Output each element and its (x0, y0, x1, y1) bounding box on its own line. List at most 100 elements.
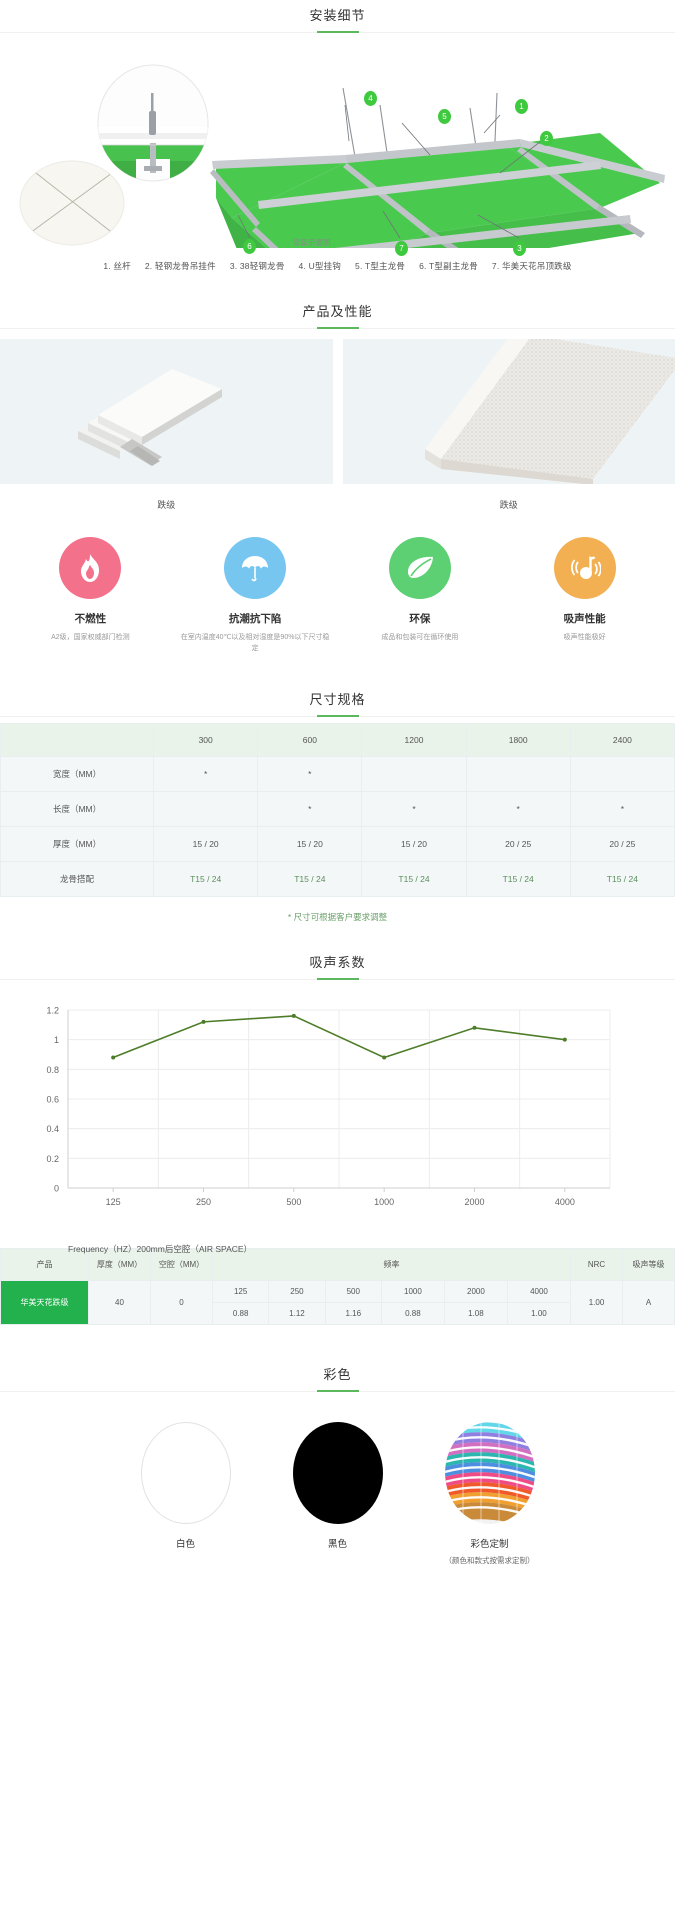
table-row: 厚度（MM） 15 / 20 15 / 20 15 / 20 20 / 25 2… (0, 826, 675, 862)
legend-item-7: 7. 华美天花吊顶跌级 (491, 261, 572, 271)
spec-cell: * (465, 791, 571, 827)
section-title-product: 产品及性能 (302, 304, 373, 319)
feature-sound-absorption: 吸声性能 吸声性能极好 (502, 537, 667, 654)
chart-xtick: 250 (196, 1197, 211, 1207)
spec-cell: T15 / 24 (465, 861, 571, 897)
chart-data-point (111, 1055, 116, 1060)
color-option-black[interactable]: 黑色 (283, 1422, 393, 1566)
legend-item-1: 1. 丝杆 (103, 261, 131, 271)
color-option-custom[interactable]: 彩色定制 （颜色和款式按需求定制） (435, 1422, 545, 1566)
chart-ytick: 0 (54, 1184, 59, 1194)
chart-ytick: 0.8 (46, 1065, 59, 1075)
chart-data-point (201, 1019, 206, 1024)
spec-cell: * (361, 791, 467, 827)
ac-freq: 250 (268, 1280, 326, 1303)
section-rule (0, 31, 675, 33)
ac-header-frequency: 频率 (212, 1248, 571, 1281)
feature-name: 抗潮抗下陷 (228, 613, 282, 625)
feature-name: 环保 (409, 613, 431, 625)
chart-ytick: 1 (54, 1035, 59, 1045)
diagram-caption: 安装示意图 (293, 238, 331, 247)
legend-item-2: 2. 轻钢龙骨吊挂件 (144, 261, 216, 271)
product-photo-stacked-panels (0, 339, 333, 484)
section-title-install: 安装细节 (309, 8, 366, 23)
spec-col-1800: 1800 (465, 723, 571, 757)
color-name: 彩色定制 (470, 1539, 509, 1550)
product-photo-textured-tile (342, 339, 675, 484)
chart-xtick: 125 (106, 1197, 121, 1207)
section-title-color: 彩色 (323, 1367, 352, 1382)
ac-product-name: 华美天花跌级 (0, 1280, 89, 1325)
feature-eco: 环保 成品和包装可在循环使用 (338, 537, 503, 654)
product-card-2: 跌级 (342, 339, 675, 511)
chart-series-line (112, 1015, 565, 1059)
spec-cell (465, 756, 571, 792)
ac-header-grade: 吸声等级 (622, 1248, 675, 1281)
spec-cell: * (153, 756, 259, 792)
section-accent-bar (316, 327, 359, 329)
install-diagram-container: 1 2 3 4 5 6 7 安装示意图 (0, 33, 675, 256)
feature-circle (388, 537, 451, 599)
absorption-coefficient-chart: 0 0.2 0.4 0.6 0.8 1 1.2 125 250 500 1000 2000 4000 (46, 1006, 611, 1207)
ac-freq: 2000 (443, 1280, 508, 1303)
legend-item-5: 5. T型主龙骨 (355, 261, 406, 271)
color-swatch-palette (444, 1422, 535, 1524)
stacked-panels-illustration (78, 369, 222, 466)
spec-cell: T15 / 24 (153, 861, 259, 897)
flame-icon (81, 554, 100, 582)
section-header-install: 安装细节 (0, 0, 675, 33)
color-options-row: 白色 黑色 (0, 1392, 675, 1566)
ac-thickness: 40 (88, 1280, 151, 1325)
diagram-marker-7: 7 (395, 241, 408, 256)
chart-data-point (472, 1025, 477, 1030)
diagram-marker-6: 6 (243, 239, 256, 254)
ac-grade: A (622, 1280, 675, 1325)
table-row: 华美天花跌级 40 0 125 250 500 1000 2000 4000 1… (0, 1280, 675, 1325)
section-rule (0, 327, 675, 329)
chart-xlabel: Frequency（HZ）200mm后空腔（AIR SPACE） (68, 1244, 253, 1254)
legend-item-6: 6. T型副主龙骨 (419, 261, 478, 271)
spec-cell (569, 756, 675, 792)
section-title-spec: 尺寸规格 (309, 692, 366, 707)
diagram-marker-5: 5 (438, 109, 451, 124)
table-header-row: 300 600 1200 1800 2400 (0, 723, 675, 757)
feature-name: 不燃性 (74, 613, 107, 625)
section-rule (0, 978, 675, 980)
spec-cell: 20 / 25 (465, 826, 571, 862)
spec-cell: * (569, 791, 675, 827)
feature-row: 不燃性 A2级，国家权威部门检测 抗潮抗下陷 在室内温度40℃以及相对湿度是90… (0, 511, 675, 654)
section-header-spec: 尺寸规格 (0, 654, 675, 717)
spec-cell: 15 / 20 (257, 826, 363, 862)
chart-xtick: 2000 (464, 1197, 484, 1207)
ac-freq: 1000 (380, 1280, 445, 1303)
install-legend: 1. 丝杆 2. 轻钢龙骨吊挂件 3. 38轻钢龙骨 4. U型挂钩 5. T型… (0, 248, 675, 272)
product-caption-2: 跌级 (499, 500, 518, 510)
section-accent-bar (316, 978, 359, 980)
spec-cell: 15 / 20 (361, 826, 467, 862)
acoustic-data-table: 产品 厚度（MM） 空腔（MM） 频率 NRC 吸声等级 华美天花跌级 40 0… (0, 1248, 675, 1325)
spec-col-600: 600 (257, 723, 363, 757)
spec-row-label: 龙骨搭配 (0, 861, 155, 897)
color-name: 黑色 (327, 1539, 347, 1550)
color-swatch-black (292, 1422, 383, 1524)
feature-desc: 在室内温度40℃以及相对湿度是90%以下尺寸稳定 (180, 634, 330, 652)
ac-coef: 1.08 (443, 1302, 508, 1325)
ac-freq: 125 (211, 1280, 270, 1303)
feature-noncombustible: 不燃性 A2级，国家权威部门检测 (8, 537, 173, 654)
ceiling-install-diagram (19, 64, 665, 248)
ac-coef: 0.88 (211, 1302, 270, 1325)
spec-col-1200: 1200 (361, 723, 467, 757)
ac-header-product: 产品 (0, 1248, 89, 1281)
chart-ytick: 0.2 (46, 1154, 59, 1164)
section-accent-bar (316, 715, 359, 717)
chart-data-point (562, 1037, 567, 1042)
chart-data-point (291, 1013, 296, 1018)
diagram-marker-1: 1 (515, 99, 528, 114)
ac-header-thickness: 厚度（MM） (88, 1248, 151, 1281)
color-option-white[interactable]: 白色 (131, 1422, 241, 1566)
ac-coef: 0.88 (380, 1302, 445, 1325)
legend-item-4: 4. U型挂钩 (298, 261, 342, 271)
ac-coef: 1.12 (268, 1302, 326, 1325)
spec-cell: 15 / 20 (153, 826, 259, 862)
size-spec-table: 300 600 1200 1800 2400 宽度（MM） * * 长度（MM）… (0, 723, 675, 897)
